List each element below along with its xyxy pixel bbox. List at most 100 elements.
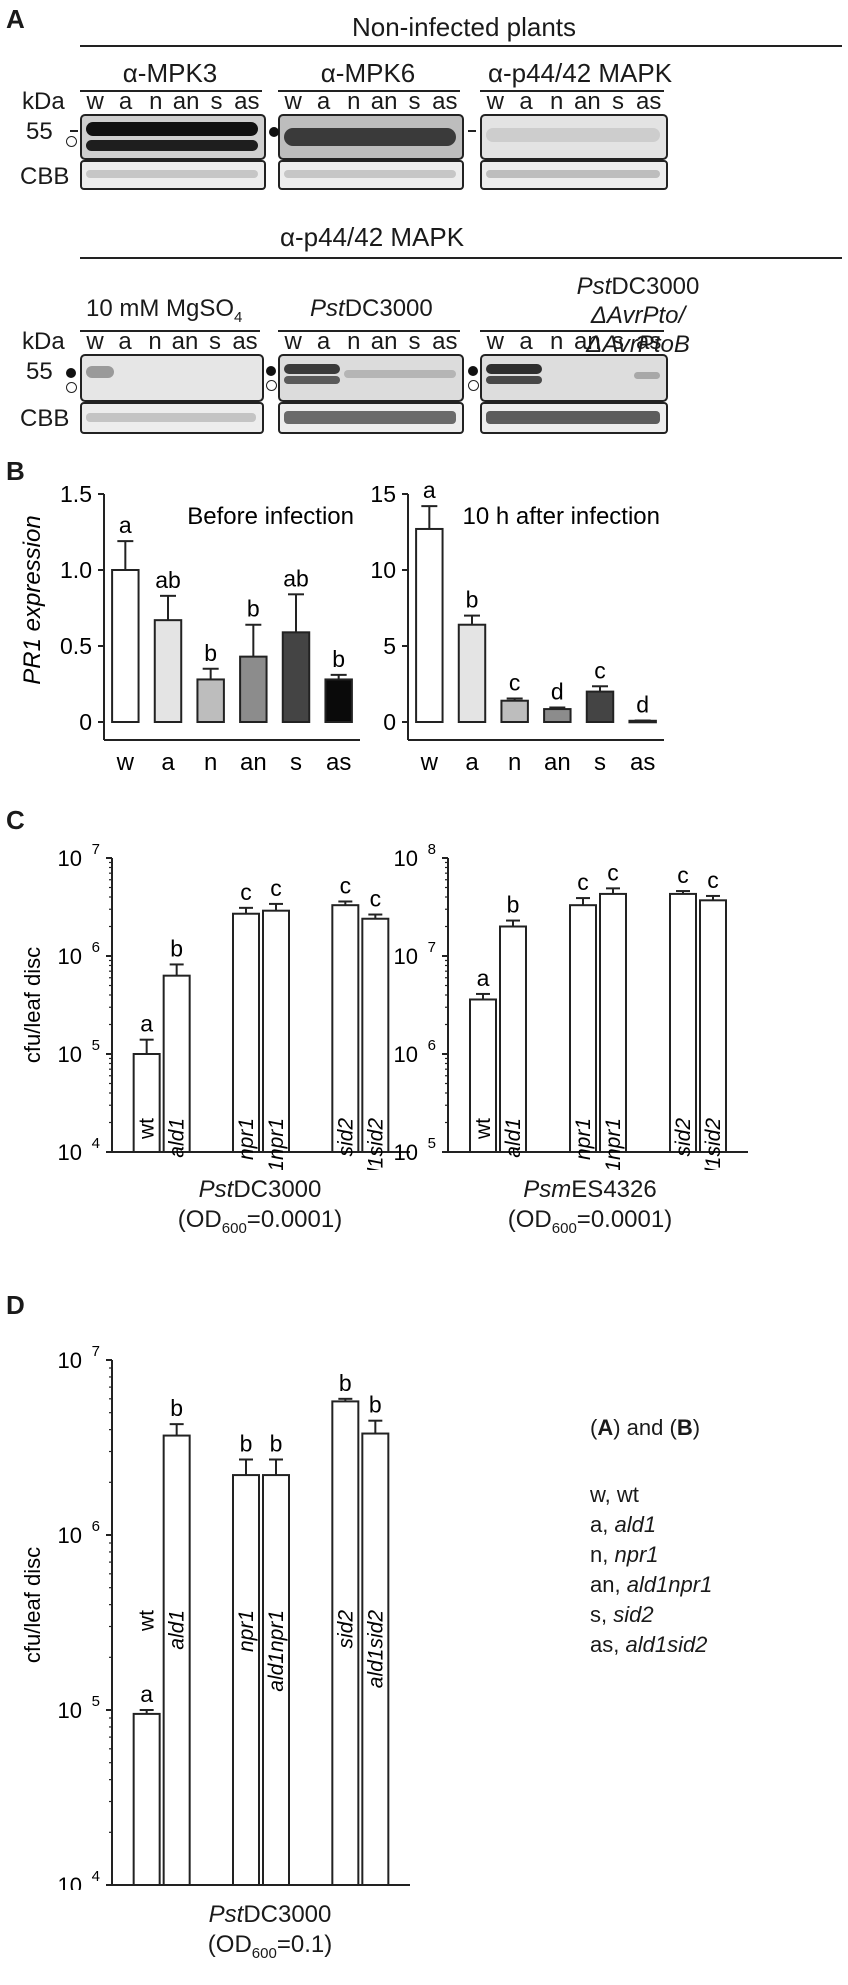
y-tick-label: 10 bbox=[394, 944, 418, 969]
lane-label: s bbox=[612, 88, 624, 115]
blot-rule bbox=[278, 90, 460, 92]
lane-label: a bbox=[519, 328, 533, 355]
lane-label: n bbox=[347, 328, 361, 355]
lane-label: s bbox=[408, 328, 421, 355]
lane-label: as bbox=[234, 88, 260, 115]
legend-item: n, npr1 bbox=[590, 1542, 659, 1567]
bar-ald1npr1 bbox=[262, 1474, 290, 1887]
y-tick-label: 5 bbox=[383, 633, 396, 659]
y-tick-label: 10 bbox=[58, 1042, 82, 1067]
legend-item: an, ald1npr1 bbox=[590, 1572, 713, 1597]
blot-mpk6 bbox=[278, 114, 464, 160]
sig-letter: c bbox=[607, 859, 619, 885]
bar-a bbox=[457, 623, 487, 723]
chart-after-infection: 0 5 10 15 a w b a c n d an c s d as 10 h after infection bbox=[370, 477, 664, 770]
sig-letter: c bbox=[677, 862, 689, 888]
lane-label: as bbox=[635, 88, 662, 115]
bar-a bbox=[153, 619, 183, 723]
y-tick-exponent: 6 bbox=[92, 1518, 100, 1535]
y-tick-label: 10 bbox=[58, 1523, 82, 1548]
category-label: ald1sid2 bbox=[702, 1118, 725, 1170]
category-label: npr1 bbox=[235, 1118, 258, 1160]
y-tick-label: 15 bbox=[370, 481, 396, 507]
cbb-label: CBB bbox=[20, 163, 70, 190]
lane-label: n bbox=[347, 88, 361, 115]
lane-label: w bbox=[486, 88, 504, 115]
sig-letter: c bbox=[340, 872, 352, 898]
y-tick-exponent: 7 bbox=[92, 841, 100, 858]
lane-label: as bbox=[432, 328, 458, 355]
open-circle-marker bbox=[66, 136, 77, 147]
marker-tick bbox=[70, 130, 78, 132]
legend-item: a, ald1 bbox=[590, 1512, 657, 1537]
sig-letter: c bbox=[577, 869, 589, 895]
blot-mgso4 bbox=[80, 354, 264, 402]
band bbox=[284, 364, 340, 374]
bar-as bbox=[628, 719, 657, 724]
lane-label: w bbox=[86, 88, 104, 115]
y-tick-label: 10 bbox=[394, 846, 418, 871]
lane-label: as bbox=[635, 328, 662, 355]
bar-wt bbox=[132, 1053, 161, 1153]
sig-letter: c bbox=[707, 867, 719, 893]
y-tick-exponent: 7 bbox=[92, 1343, 100, 1360]
category-label: ald1npr1 bbox=[602, 1118, 625, 1170]
sig-letter: a bbox=[140, 1681, 153, 1707]
cbb-strip bbox=[278, 402, 464, 434]
category-label: ald1 bbox=[502, 1118, 525, 1158]
panel-b-charts: PR1 expression 00.51.01.5awababnbanabsba… bbox=[19, 477, 664, 770]
legend-item: w, wt bbox=[590, 1482, 639, 1507]
sig-letter: c bbox=[240, 879, 252, 905]
legend-item: s, sid2 bbox=[590, 1602, 654, 1627]
treatment-pst: PstDC3000 bbox=[310, 295, 433, 322]
marker-tick bbox=[468, 130, 476, 132]
y-tick-label: 10 bbox=[394, 1042, 418, 1067]
treatment-pst-avr: PstDC3000 ΔAvrPto/ΔAvrPtoB bbox=[576, 273, 700, 358]
panel-d-chart: cfu/leaf disc 10 4 10 5 10 6 10 7 a wt b ald1 b npr1 b… bbox=[20, 1343, 410, 1890]
category-label: wt bbox=[472, 1118, 495, 1140]
y-tick-exponent: 4 bbox=[92, 1868, 100, 1885]
legend-title: (A) and (B) bbox=[590, 1415, 701, 1440]
y-tick-label: 10 bbox=[58, 1698, 82, 1723]
band bbox=[86, 140, 258, 151]
category-label: as bbox=[326, 749, 351, 770]
lane-label: n bbox=[549, 328, 564, 355]
band bbox=[284, 376, 340, 384]
band bbox=[86, 366, 114, 378]
category-label: as bbox=[630, 749, 655, 770]
title-rule bbox=[80, 45, 842, 47]
band bbox=[86, 122, 258, 136]
blot-rule bbox=[80, 90, 262, 92]
title-rule bbox=[80, 257, 842, 259]
category-label: ald1npr1 bbox=[265, 1118, 288, 1170]
lane-label: s bbox=[210, 88, 223, 115]
blot-label-mpk3: α-MPK3 bbox=[122, 58, 218, 88]
bar-ald1 bbox=[162, 1434, 191, 1886]
bar-sid2 bbox=[331, 904, 360, 1153]
blot-rule bbox=[480, 90, 664, 92]
category-label: ald1sid2 bbox=[364, 1610, 387, 1689]
y-axis-label: cfu/leaf disc bbox=[20, 1547, 45, 1663]
chart-psm: 10 5 10 6 10 7 10 8 a wt b ald1 c npr1 c ald1npr1 c sid2 c… bbox=[394, 841, 748, 1170]
lane-label: a bbox=[118, 328, 132, 355]
category-label: sid2 bbox=[334, 1610, 357, 1649]
sig-letter: a bbox=[477, 965, 490, 991]
bar-n bbox=[196, 678, 225, 724]
category-label: npr1 bbox=[235, 1610, 258, 1652]
category-label: sid2 bbox=[672, 1118, 695, 1157]
y-tick-exponent: 4 bbox=[92, 1135, 100, 1152]
category-label: w bbox=[116, 749, 135, 770]
lane-label: w bbox=[86, 328, 104, 355]
sig-letter: c bbox=[594, 657, 606, 683]
category-label: ald1npr1 bbox=[265, 1610, 288, 1692]
panel-label-a: A bbox=[6, 4, 25, 34]
bar-npr1 bbox=[232, 1474, 260, 1887]
y-tick-exponent: 5 bbox=[92, 1693, 100, 1710]
lane-label: an bbox=[370, 328, 398, 355]
y-tick-label: 1.5 bbox=[60, 481, 92, 507]
sig-letter: ab bbox=[283, 565, 309, 591]
bar-sid2 bbox=[669, 892, 697, 1153]
lane-label: w bbox=[486, 328, 504, 355]
lane-label: an bbox=[171, 328, 199, 355]
